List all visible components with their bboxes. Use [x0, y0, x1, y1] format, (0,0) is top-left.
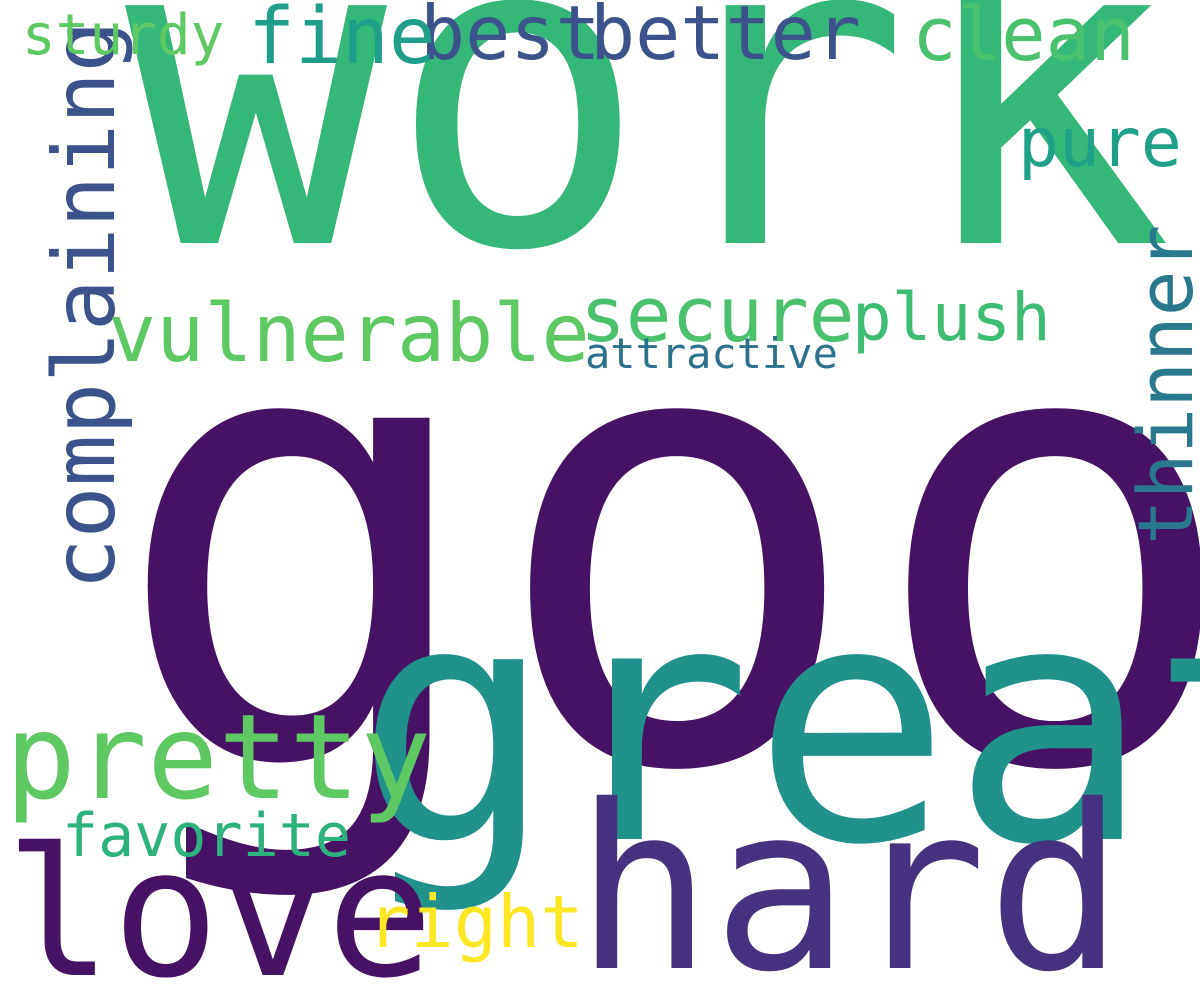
- word-pretty: pretty: [5, 688, 432, 826]
- word-great: great: [355, 533, 1200, 917]
- word-best: best: [420, 0, 601, 77]
- word-clean: clean: [912, 0, 1135, 78]
- word-work: work: [125, 0, 1173, 346]
- word-favorite: favorite: [62, 801, 351, 871]
- word-vulnerable: vulnerable: [108, 287, 590, 380]
- word-good: good: [110, 178, 1200, 909]
- word-hard: hard: [575, 756, 1125, 1000]
- word-attractive: attractive: [585, 329, 838, 378]
- word-plush: plush: [852, 279, 1051, 356]
- word-pure: pure: [1018, 104, 1182, 183]
- word-fine: fine: [248, 0, 436, 82]
- word-love: love: [5, 810, 434, 1000]
- word-sturdy: sturdy: [22, 3, 225, 68]
- word-right: right: [367, 880, 584, 964]
- word-thinner: thinner: [1121, 224, 1200, 545]
- word-secure: secure: [580, 270, 855, 359]
- word-better: better: [590, 0, 861, 77]
